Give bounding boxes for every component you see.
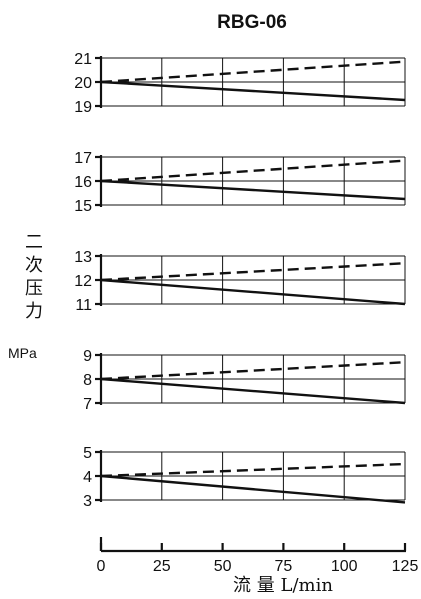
- y-tick-label: 13: [74, 249, 92, 266]
- series-dashed-line: [100, 60, 406, 84]
- series-dashed-line: [100, 159, 406, 183]
- panel-5: 3 4 5: [83, 445, 406, 510]
- x-tick-label: 50: [214, 558, 232, 575]
- y-tick-label: 15: [74, 198, 92, 215]
- series-dashed-line: [100, 462, 406, 478]
- y-tick-label: 16: [74, 174, 92, 191]
- y-axis-unit: MPa: [8, 345, 37, 361]
- y-tick-label: 9: [83, 348, 92, 365]
- y-axis-label-char: 压: [25, 278, 43, 299]
- panels: 19 20 21 15 16 17 11 12 13 7 8 9 3 4 5: [74, 51, 406, 510]
- series-solid-line: [100, 377, 406, 405]
- x-tick-label: 75: [275, 558, 293, 575]
- y-tick-label: 5: [83, 445, 92, 462]
- y-tick-label: 7: [83, 396, 92, 413]
- x-axis: 0 25 50 75 100 125: [97, 537, 419, 575]
- panel-4: 7 8 9: [83, 348, 406, 413]
- y-tick-label: 17: [74, 150, 92, 167]
- x-tick-label: 0: [97, 558, 106, 575]
- series-dashed-line: [100, 361, 406, 381]
- series-solid-line: [100, 278, 406, 306]
- y-tick-label: 11: [75, 297, 92, 314]
- y-tick-label: 12: [74, 273, 92, 290]
- y-axis-label-char: 二: [25, 232, 43, 253]
- x-tick-label: 25: [153, 558, 171, 575]
- y-tick-label: 4: [83, 469, 92, 486]
- series-solid-line: [100, 80, 406, 102]
- y-axis-label-char: 力: [25, 301, 43, 322]
- series-dashed-line: [100, 262, 406, 282]
- x-tick-label: 100: [331, 558, 358, 575]
- x-axis-label: 流 量 L/min: [233, 575, 333, 596]
- panel-1: 19 20 21: [74, 51, 406, 116]
- y-tick-label: 20: [74, 75, 92, 92]
- y-axis-label-char: 次: [25, 255, 43, 276]
- panel-3: 11 12 13: [74, 249, 406, 314]
- y-tick-label: 3: [83, 493, 92, 510]
- series-solid-line: [100, 179, 406, 201]
- panel-2: 15 16 17: [74, 150, 406, 215]
- chart-title: RBG-06: [217, 12, 287, 33]
- y-tick-label: 8: [83, 372, 92, 389]
- y-tick-label: 19: [74, 99, 92, 116]
- y-tick-label: 21: [74, 51, 92, 68]
- x-tick-label: 125: [392, 558, 419, 575]
- series-solid-line: [100, 474, 406, 504]
